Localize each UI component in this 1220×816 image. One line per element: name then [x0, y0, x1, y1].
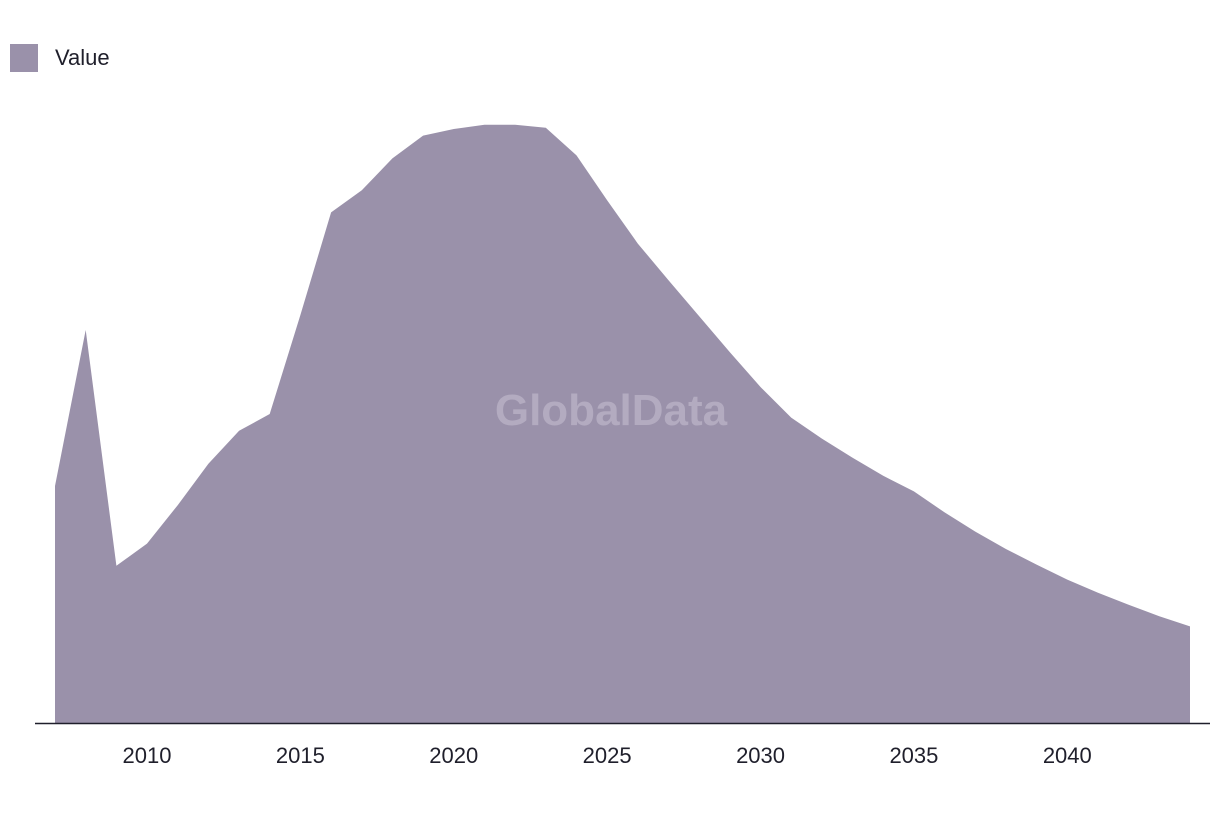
x-tick-label: 2010 — [123, 743, 172, 768]
x-tick-label: 2035 — [889, 743, 938, 768]
legend: Value — [10, 44, 110, 72]
watermark-text: GlobalData — [495, 386, 728, 435]
legend-label: Value — [55, 45, 110, 70]
x-tick-label: 2030 — [736, 743, 785, 768]
x-axis-ticks: 2010 2015 2020 2025 2030 2035 2040 — [123, 743, 1092, 768]
x-tick-label: 2025 — [583, 743, 632, 768]
series-area — [55, 124, 1190, 724]
x-tick-label: 2020 — [429, 743, 478, 768]
x-tick-label: 2015 — [276, 743, 325, 768]
legend-swatch — [10, 44, 38, 72]
x-tick-label: 2040 — [1043, 743, 1092, 768]
